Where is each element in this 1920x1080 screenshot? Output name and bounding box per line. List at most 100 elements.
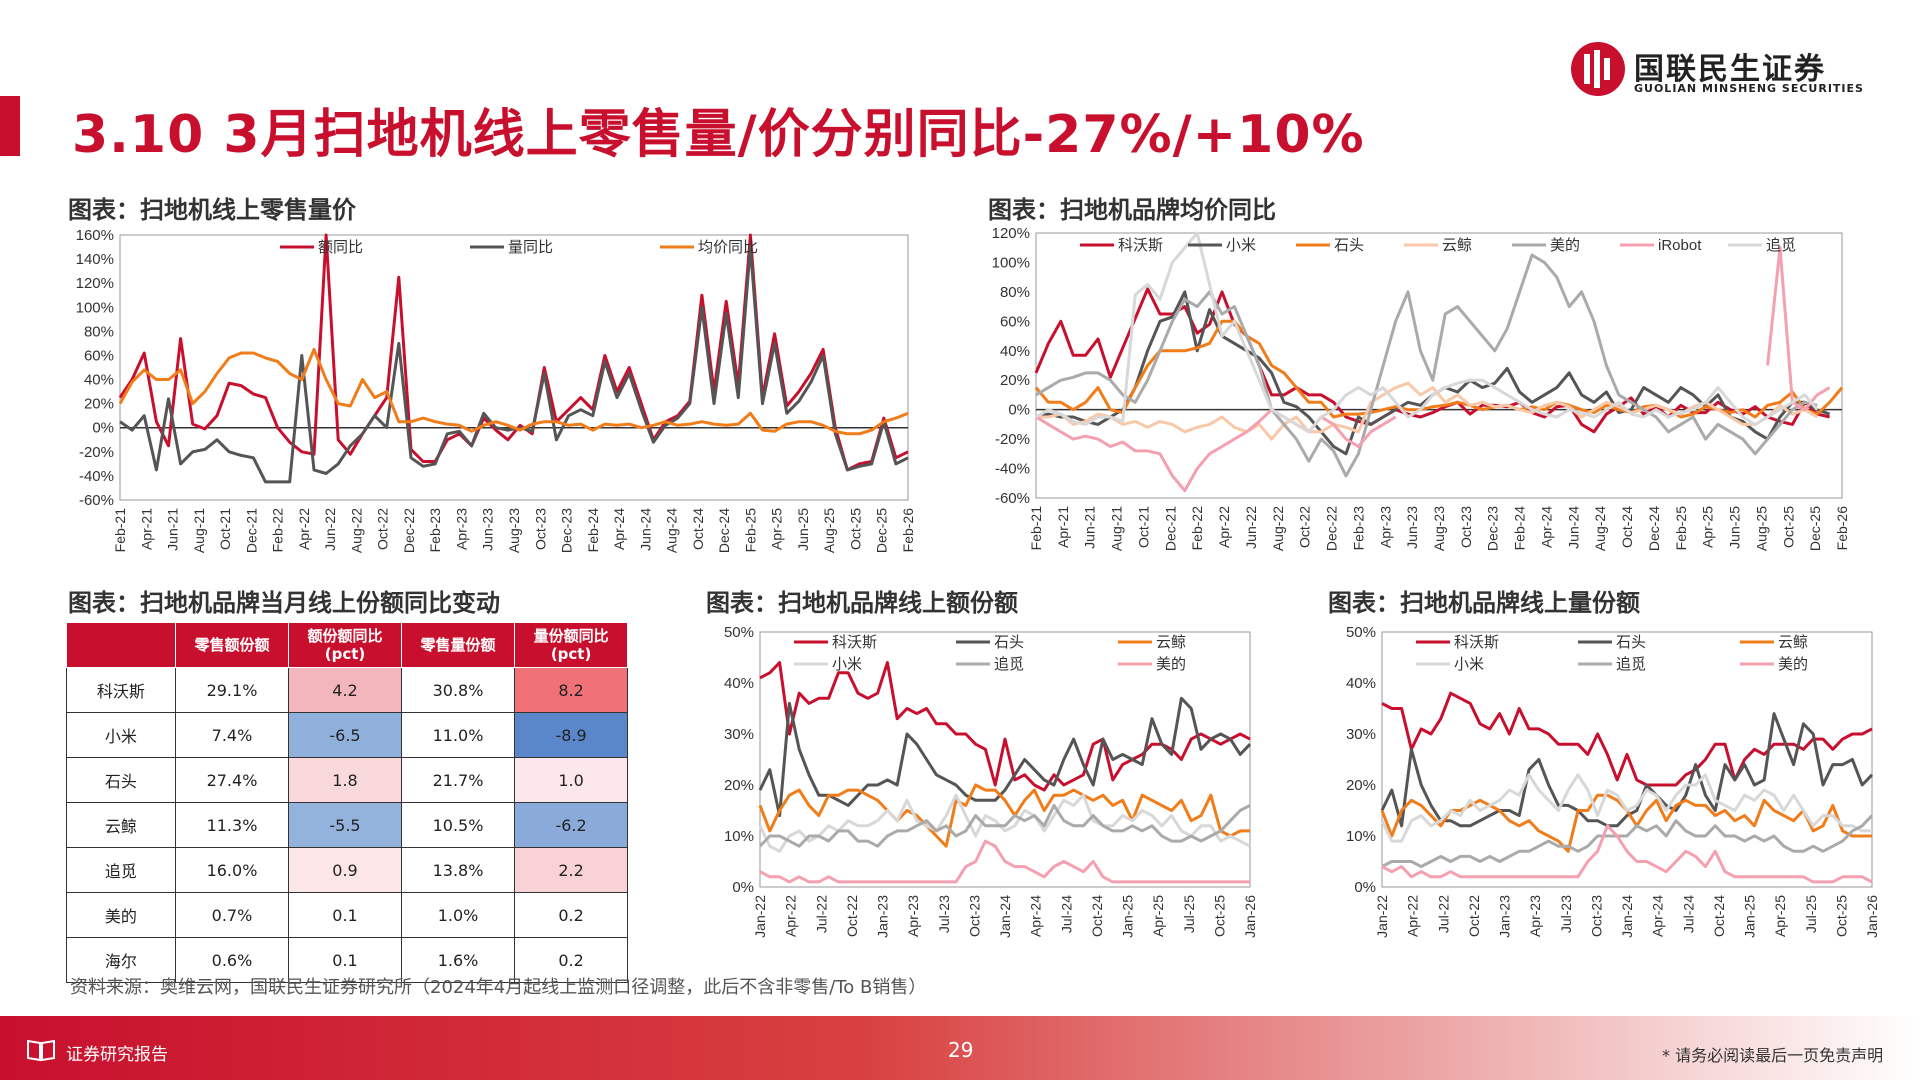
legend-label: 追觅 bbox=[994, 656, 1024, 673]
chart-brand-avg-price-yoy: -60% -40% -20% 0% 20% 40% 60% 80% 100% 120% Feb-21… bbox=[992, 225, 1850, 551]
y-tick-label: 40% bbox=[84, 372, 114, 389]
table-row: 小米 7.4% -6.5 11.0% -8.9 bbox=[66, 712, 628, 758]
source-note: 资料来源：奥维云网，国联民生证券研究所（2024年4月起线上监测口径调整，此后不… bbox=[70, 977, 927, 998]
x-tick-label: Feb-22 bbox=[270, 508, 286, 553]
x-tick-label: Feb-24 bbox=[1512, 506, 1528, 551]
x-tick-label: Aug-21 bbox=[1109, 506, 1125, 551]
x-tick-label: Oct-22 bbox=[844, 895, 860, 937]
y-tick-label: 140% bbox=[76, 251, 114, 268]
legend-label: 追觅 bbox=[1616, 656, 1646, 673]
x-tick-label: Apr-22 bbox=[296, 508, 312, 550]
y-tick-label: 160% bbox=[76, 227, 114, 244]
y-tick-label: 20% bbox=[724, 777, 754, 794]
table-row: 云鲸 11.3% -5.5 10.5% -6.2 bbox=[66, 802, 628, 848]
x-tick-label: Jun-22 bbox=[1243, 506, 1259, 549]
table-header-cell: 零售量份额 bbox=[400, 622, 516, 668]
legend-label: 科沃斯 bbox=[1454, 634, 1499, 651]
table-row: 美的 0.7% 0.1 1.0% 0.2 bbox=[66, 892, 628, 938]
series-line-2 bbox=[758, 696, 1252, 818]
y-tick-label: 20% bbox=[1000, 372, 1030, 389]
x-tick-label: Aug-25 bbox=[1753, 506, 1769, 551]
volume-change-cell: 8.2 bbox=[514, 667, 628, 713]
y-tick-label: 40% bbox=[724, 675, 754, 692]
amount-share-cell: 0.7% bbox=[174, 892, 290, 938]
y-tick-label: 30% bbox=[724, 726, 754, 743]
x-tick-label: Oct-24 bbox=[690, 508, 706, 550]
plot-frame bbox=[1035, 232, 1843, 499]
x-tick-label: Apr-23 bbox=[1527, 895, 1543, 937]
series-line-6 bbox=[1381, 824, 1873, 884]
amount-change-cell: 0.1 bbox=[288, 937, 402, 983]
y-tick-label: 120% bbox=[992, 225, 1030, 242]
y-tick-label: 80% bbox=[1000, 284, 1030, 301]
x-tick-label: Jan-22 bbox=[1374, 895, 1390, 938]
series-line-1 bbox=[759, 661, 1251, 792]
amount-change-cell: 1.8 bbox=[288, 757, 402, 803]
volume-change-cell: -8.9 bbox=[514, 712, 628, 758]
volume-share-cell: 10.5% bbox=[400, 802, 516, 848]
x-tick-label: Jan-25 bbox=[1742, 895, 1758, 938]
x-tick-label: Oct-25 bbox=[1211, 895, 1227, 937]
x-tick-label: Jun-25 bbox=[795, 508, 811, 551]
series-line-7 bbox=[1035, 231, 1819, 434]
table-row: 追觅 16.0% 0.9 13.8% 2.2 bbox=[66, 847, 628, 893]
chart-brand-volume-share: 0% 10% 20% 30% 40% 50% Jan-22 Apr-22 Jul-22 Oct-2… bbox=[1346, 624, 1880, 938]
legend-label: 云鲸 bbox=[1442, 237, 1472, 254]
table-header-cell: 零售额份额 bbox=[174, 622, 290, 668]
legend-label: 美的 bbox=[1550, 237, 1580, 254]
x-tick-label: Apr-24 bbox=[611, 508, 627, 550]
x-tick-label: Feb-22 bbox=[1189, 506, 1205, 551]
legend-label: 石头 bbox=[994, 634, 1024, 651]
x-tick-label: Jul-24 bbox=[1058, 895, 1074, 933]
legend-label: 石头 bbox=[1334, 237, 1364, 254]
y-tick-label: -20% bbox=[995, 431, 1030, 448]
brand-cell: 小米 bbox=[66, 712, 176, 758]
y-tick-label: -60% bbox=[79, 492, 114, 509]
x-tick-label: Apr-21 bbox=[138, 508, 154, 550]
legend-label: 美的 bbox=[1156, 656, 1186, 673]
amount-change-cell: 0.9 bbox=[288, 847, 402, 893]
y-tick-label: -40% bbox=[995, 461, 1030, 478]
amount-share-cell: 11.3% bbox=[174, 802, 290, 848]
legend-label: 均价同比 bbox=[698, 239, 758, 256]
x-tick-label: Apr-22 bbox=[1216, 506, 1232, 548]
title-accent-bar bbox=[0, 96, 20, 156]
volume-change-cell: 1.0 bbox=[514, 757, 628, 803]
x-tick-label: Aug-24 bbox=[1592, 506, 1608, 551]
y-tick-label: 10% bbox=[724, 828, 754, 845]
x-tick-label: Apr-24 bbox=[1028, 895, 1044, 937]
chart-brand-amount-share: 0% 10% 20% 30% 40% 50% Jan-22 Apr-22 Jul-22 Oct-2… bbox=[724, 624, 1258, 938]
x-tick-label: Aug-23 bbox=[506, 508, 522, 553]
x-tick-label: Oct-21 bbox=[1135, 506, 1151, 548]
legend-label: iRobot bbox=[1658, 237, 1702, 254]
legend-label: 美的 bbox=[1778, 656, 1808, 673]
x-tick-label: Aug-25 bbox=[821, 508, 837, 553]
x-tick-label: Dec-24 bbox=[716, 508, 732, 553]
x-tick-label: Oct-23 bbox=[966, 895, 982, 937]
x-tick-label: Jul-23 bbox=[936, 895, 952, 933]
table-row: 海尔 0.6% 0.1 1.6% 0.2 bbox=[66, 937, 628, 983]
series-line-2 bbox=[1380, 712, 1874, 828]
table-header-cell: 量份额同比(pct) bbox=[514, 622, 628, 668]
x-tick-label: Jul-22 bbox=[1435, 895, 1451, 933]
series-line-5 bbox=[1381, 814, 1874, 869]
x-tick-label: Apr-23 bbox=[1377, 506, 1393, 548]
y-tick-label: 30% bbox=[1346, 726, 1376, 743]
y-tick-label: 40% bbox=[1000, 343, 1030, 360]
y-tick-label: 120% bbox=[76, 275, 114, 292]
y-tick-label: 20% bbox=[1346, 777, 1376, 794]
x-tick-label: Jun-23 bbox=[480, 508, 496, 551]
x-tick-label: Feb-26 bbox=[1834, 506, 1850, 551]
legend-label: 追觅 bbox=[1766, 237, 1796, 254]
y-tick-label: 0% bbox=[1354, 879, 1376, 896]
y-tick-label: 50% bbox=[724, 624, 754, 641]
logo-text-en: GUOLIAN MINSHENG SECURITIES bbox=[1634, 82, 1864, 95]
x-tick-label: Jun-22 bbox=[322, 508, 338, 551]
volume-share-cell: 1.0% bbox=[400, 892, 516, 938]
x-tick-label: Feb-21 bbox=[112, 508, 128, 553]
volume-change-cell: -6.2 bbox=[514, 802, 628, 848]
table-row: 科沃斯 29.1% 4.2 30.8% 8.2 bbox=[66, 667, 628, 713]
company-logo: 国联民生证券 GUOLIAN MINSHENG SECURITIES bbox=[1568, 40, 1868, 100]
chart4-title: 图表：扫地机品牌线上额份额 bbox=[706, 589, 1018, 617]
x-tick-label: Apr-24 bbox=[1650, 895, 1666, 937]
